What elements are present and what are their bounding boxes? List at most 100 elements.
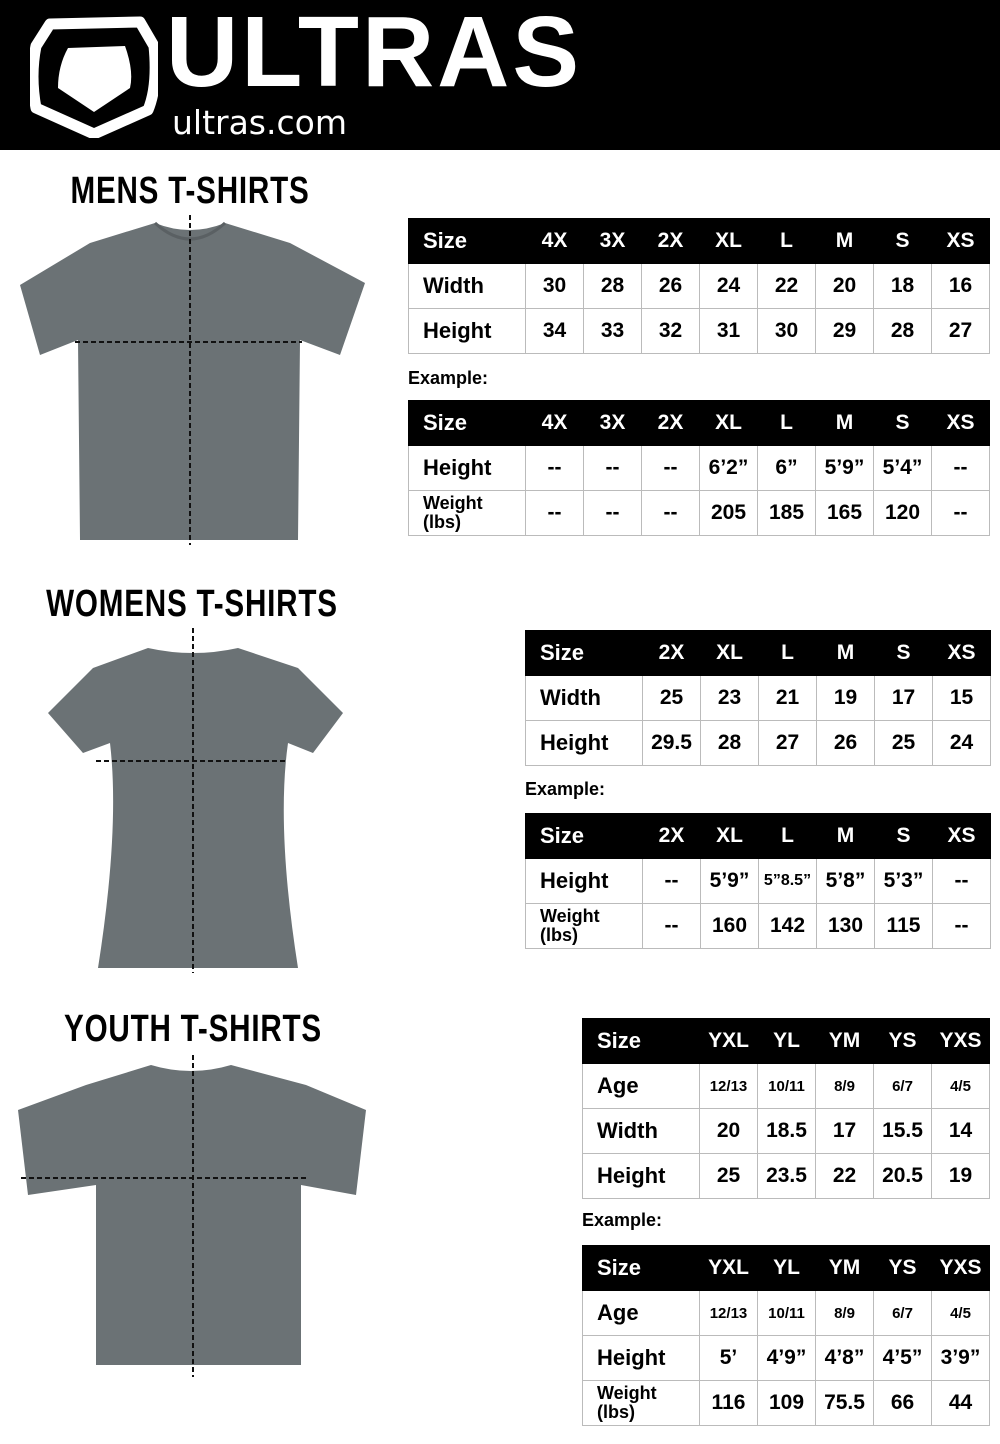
table-cell: 115	[874, 903, 933, 949]
row-label: Size	[408, 218, 526, 264]
table-cell: --	[642, 858, 701, 904]
table-cell: 12/13	[699, 1063, 758, 1109]
table-cell: 4/5	[931, 1290, 990, 1336]
table-cell: --	[931, 490, 990, 536]
table-cell: YXS	[931, 1018, 990, 1064]
table-cell: 10/11	[757, 1290, 816, 1336]
table-cell: 8/9	[815, 1290, 874, 1336]
table-cell: --	[932, 903, 991, 949]
table-row: Width 30 28 26 24 22 20 18 16	[408, 263, 990, 309]
mens-example-table: Size 4X 3X 2X XL L M S XS Height -- -- -- 6’2” 6” 5’9” 5…	[408, 400, 990, 536]
mens-example-label: Example:	[408, 368, 489, 388]
table-cell: 4X	[525, 400, 584, 446]
table-cell: YM	[815, 1245, 874, 1291]
table-cell: L	[758, 630, 817, 676]
row-label: Width	[582, 1108, 700, 1154]
row-label: Weight (lbs)	[408, 490, 526, 536]
table-cell: 2X	[641, 218, 700, 264]
table-cell: YS	[873, 1245, 932, 1291]
table-cell: 3X	[583, 218, 642, 264]
table-cell: 26	[641, 263, 700, 309]
table-cell: --	[642, 903, 701, 949]
table-cell: 130	[816, 903, 875, 949]
table-cell: 17	[815, 1108, 874, 1154]
table-cell: S	[873, 218, 932, 264]
womens-shirt-image	[48, 628, 343, 973]
table-cell: S	[874, 813, 933, 859]
table-cell: YS	[873, 1018, 932, 1064]
row-label: Height	[525, 720, 643, 766]
table-cell: S	[873, 400, 932, 446]
table-cell: 30	[757, 308, 816, 354]
table-cell: 6”	[757, 445, 816, 491]
table-cell: M	[815, 218, 874, 264]
table-cell: --	[641, 490, 700, 536]
mens-shirt-image	[20, 215, 365, 545]
table-cell: 15.5	[873, 1108, 932, 1154]
table-cell: 21	[758, 675, 817, 721]
table-cell: 8/9	[815, 1063, 874, 1109]
table-cell: 160	[700, 903, 759, 949]
row-label: Size	[408, 400, 526, 446]
table-cell: 26	[816, 720, 875, 766]
table-cell: --	[932, 858, 991, 904]
table-cell: XL	[700, 630, 759, 676]
table-cell: 32	[641, 308, 700, 354]
table-cell: 44	[931, 1380, 990, 1426]
table-header-row: Size YXL YL YM YS YXS	[582, 1245, 990, 1291]
table-row: Height 25 23.5 22 20.5 19	[582, 1153, 990, 1199]
table-cell: XS	[931, 400, 990, 446]
table-cell: 12/13	[699, 1290, 758, 1336]
table-cell: 28	[700, 720, 759, 766]
table-cell: 4’8”	[815, 1335, 874, 1381]
table-cell: 4’5”	[873, 1335, 932, 1381]
table-row: Height 5’ 4’9” 4’8” 4’5” 3’9”	[582, 1335, 990, 1381]
row-label: Size	[582, 1245, 700, 1291]
table-cell: L	[757, 400, 816, 446]
table-cell: 33	[583, 308, 642, 354]
row-label: Height	[408, 308, 526, 354]
table-cell: --	[583, 490, 642, 536]
table-cell: 142	[758, 903, 817, 949]
table-cell: 19	[816, 675, 875, 721]
row-label: Size	[525, 630, 643, 676]
table-cell: 3’9”	[931, 1335, 990, 1381]
row-label: Age	[582, 1290, 700, 1336]
table-cell: 24	[932, 720, 991, 766]
table-cell: 6/7	[873, 1063, 932, 1109]
row-label: Height	[582, 1335, 700, 1381]
table-row: Height 34 33 32 31 30 29 28 27	[408, 308, 990, 354]
table-row: Weight (lbs) -- 160 142 130 115 --	[525, 903, 991, 949]
table-cell: 165	[815, 490, 874, 536]
row-label: Width	[525, 675, 643, 721]
table-cell: 5’9”	[815, 445, 874, 491]
table-cell: YXL	[699, 1018, 758, 1064]
table-cell: --	[525, 490, 584, 536]
table-header-row: Size 2X XL L M S XS	[525, 630, 991, 676]
table-cell: YL	[757, 1245, 816, 1291]
table-cell: XS	[931, 218, 990, 264]
table-cell: --	[525, 445, 584, 491]
table-cell: 28	[873, 308, 932, 354]
table-header-row: Size YXL YL YM YS YXS	[582, 1018, 990, 1064]
table-cell: XL	[700, 813, 759, 859]
table-row: Weight (lbs) 116 109 75.5 66 44	[582, 1380, 990, 1426]
table-cell: 34	[525, 308, 584, 354]
table-header-row: Size 2X XL L M S XS	[525, 813, 991, 859]
table-cell: 185	[757, 490, 816, 536]
youth-example-table: Size YXL YL YM YS YXS Age 12/13 10/11 8/9 6/7 4/5 He…	[582, 1245, 990, 1426]
table-cell: 25	[699, 1153, 758, 1199]
table-header-row: Size 4X 3X 2X XL L M S XS	[408, 400, 990, 446]
table-cell: 5’8”	[816, 858, 875, 904]
table-cell: YXS	[931, 1245, 990, 1291]
table-cell: 4/5	[931, 1063, 990, 1109]
table-cell: YL	[757, 1018, 816, 1064]
table-cell: 18	[873, 263, 932, 309]
row-label: Weight (lbs)	[582, 1380, 700, 1426]
table-cell: 27	[931, 308, 990, 354]
table-cell: 5’	[699, 1335, 758, 1381]
table-cell: 10/11	[757, 1063, 816, 1109]
table-cell: 2X	[642, 630, 701, 676]
table-cell: 25	[874, 720, 933, 766]
table-row: Width 25 23 21 19 17 15	[525, 675, 991, 721]
